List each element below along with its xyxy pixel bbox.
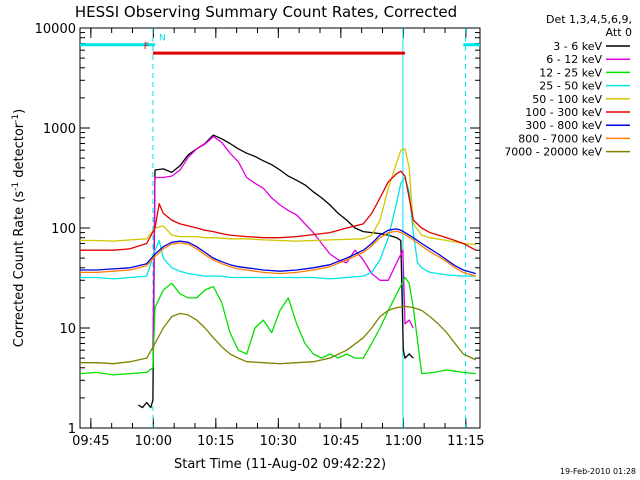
y-tick-label: 1000 <box>43 122 76 137</box>
footer-timestamp: 19-Feb-2010 01:28 <box>560 467 636 476</box>
series-line <box>79 276 476 376</box>
series-line <box>80 148 476 246</box>
legend-label: 6 - 12 keV <box>546 53 602 66</box>
y-tick-label: 10 <box>59 322 76 337</box>
flag-label: F <box>144 42 149 52</box>
legend-label: 7000 - 20000 keV <box>504 146 602 159</box>
y-tick-label: 10000 <box>35 22 76 37</box>
chart-title: HESSI Observing Summary Count Rates, Cor… <box>75 3 457 21</box>
legend-header-line-1: Det 1,3,4,5,6,9, <box>546 13 632 26</box>
x-tick-label: 09:45 <box>72 434 109 449</box>
legend-label: 3 - 6 keV <box>553 40 602 53</box>
series-line <box>137 134 414 409</box>
x-tick-label: 11:15 <box>447 434 484 449</box>
plot-frame <box>79 27 481 429</box>
y-axis-ticks: 1 10 100 1000 10000 <box>35 22 480 437</box>
x-tick-label: 11:00 <box>385 434 422 449</box>
x-tick-label: 10:15 <box>197 434 234 449</box>
y-tick-label: 1 <box>68 422 76 437</box>
legend-label: 25 - 50 keV <box>539 80 602 93</box>
x-axis-ticks: 09:45 10:00 10:15 10:30 10:45 11:00 11:15 <box>72 28 485 449</box>
y-tick-label: 100 <box>51 222 76 237</box>
series-lines <box>79 134 477 409</box>
legend-header-line-2: Att 0 <box>606 26 632 39</box>
y-axis-label: Corrected Count Rate (s-1 detector-1) <box>11 109 27 347</box>
series-line <box>80 176 476 280</box>
flag-label: N <box>159 34 166 44</box>
legend-label: 12 - 25 keV <box>539 66 602 79</box>
legend-label: 50 - 100 keV <box>532 93 602 106</box>
x-tick-label: 10:45 <box>322 434 359 449</box>
flag-bars: NF <box>80 34 480 55</box>
series-line <box>80 230 476 277</box>
series-line <box>80 170 477 251</box>
series-line <box>152 135 414 351</box>
legend-label: 800 - 7000 keV <box>518 132 602 145</box>
legend-label: 100 - 300 keV <box>525 106 602 119</box>
x-tick-label: 10:00 <box>135 434 172 449</box>
legend-label: 300 - 800 keV <box>525 119 602 132</box>
x-axis-label: Start Time (11-Aug-02 09:42:22) <box>174 457 386 472</box>
series-line <box>80 305 477 365</box>
x-tick-label: 10:30 <box>260 434 297 449</box>
series-line <box>80 228 476 275</box>
